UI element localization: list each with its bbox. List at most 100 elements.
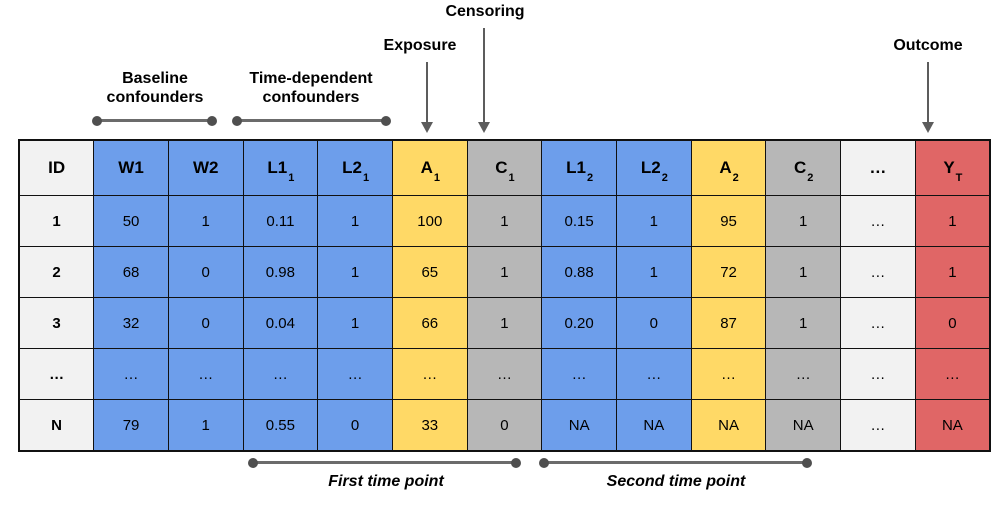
column-header-l1-1: L11 xyxy=(242,139,319,196)
header-row: ID W1 W2 L11 L21 A1 C1 L12 L22 A2 C2… YT xyxy=(18,139,991,196)
column-header-a2: A2 xyxy=(690,139,767,196)
table-row: ………………………………… xyxy=(18,348,991,400)
table-cell: 68 xyxy=(93,246,169,298)
table-cell: 1 xyxy=(765,297,842,349)
table-row: 2 68 0 0.98 1 65 1 0.88 1 72 1… 1 xyxy=(18,246,991,298)
second-time-point-bracket xyxy=(544,461,807,464)
censoring-arrow-icon xyxy=(483,28,485,123)
table-cell: 1 xyxy=(317,195,393,247)
table-cell: 0 xyxy=(167,297,244,349)
table-cell: 0 xyxy=(616,297,692,349)
table-cell: 1 xyxy=(18,195,95,247)
baseline-confounders-label: Baseline confounders xyxy=(106,70,204,106)
table-cell: 0 xyxy=(317,399,393,452)
second-time-point-label: Second time point xyxy=(606,473,746,490)
table-cell: 1 xyxy=(466,195,543,247)
table-cell: … xyxy=(616,348,692,400)
table-cell: … xyxy=(466,348,543,400)
table-cell: 87 xyxy=(690,297,767,349)
table-row: 3 32 0 0.04 1 66 1 0.20 0 87 1… 0 xyxy=(18,297,991,349)
table-cell: 1 xyxy=(765,195,842,247)
table-cell: 79 xyxy=(93,399,169,452)
table-cell: 1 xyxy=(167,195,244,247)
table-cell: 66 xyxy=(391,297,468,349)
outcome-label: Outcome xyxy=(893,37,963,54)
column-header-id: ID xyxy=(18,139,95,196)
table-cell: … xyxy=(840,246,916,298)
table-cell: 3 xyxy=(18,297,95,349)
table-cell: NA xyxy=(616,399,692,452)
table-cell: 0.55 xyxy=(242,399,319,452)
table-row: N 79 1 0.55 0 33 0 NA NA NA NA… NA xyxy=(18,399,991,452)
column-header-a1: A1 xyxy=(391,139,468,196)
table-cell: 0 xyxy=(914,297,991,349)
exposure-arrow-icon xyxy=(426,62,428,123)
first-time-point-bracket xyxy=(253,461,516,464)
table-cell: 0.88 xyxy=(541,246,617,298)
table-cell: … xyxy=(93,348,169,400)
table-cell: 95 xyxy=(690,195,767,247)
time-dependent-confounders-bracket xyxy=(237,119,386,122)
data-table: ID W1 W2 L11 L21 A1 C1 L12 L22 A2 C2… YT 1 50 1 0.11 1 1… xyxy=(18,139,991,452)
table-cell: 1 xyxy=(317,297,393,349)
column-header-c1: C1 xyxy=(466,139,543,196)
table-cell: 100 xyxy=(391,195,468,247)
table-cell: … xyxy=(391,348,468,400)
table-cell: … xyxy=(690,348,767,400)
table-cell: 1 xyxy=(616,195,692,247)
column-header-dots: … xyxy=(840,139,916,196)
exposure-label: Exposure xyxy=(383,37,457,54)
table-cell: N xyxy=(18,399,95,452)
table-row: 1 50 1 0.11 1 100 1 0.15 1 95 1… 1 xyxy=(18,195,991,247)
table-cell: 33 xyxy=(391,399,468,452)
table-cell: … xyxy=(765,348,842,400)
table-cell: 1 xyxy=(466,297,543,349)
column-header-w1: W1 xyxy=(93,139,169,196)
table-cell: 72 xyxy=(690,246,767,298)
censoring-label: Censoring xyxy=(445,3,525,20)
table-cell: NA xyxy=(914,399,991,452)
time-dependent-confounders-label: Time-dependent confounders xyxy=(249,70,373,106)
column-header-w2: W2 xyxy=(167,139,244,196)
table-cell: 1 xyxy=(616,246,692,298)
table-cell: NA xyxy=(541,399,617,452)
table-body: 1 50 1 0.11 1 100 1 0.15 1 95 1… 1 2 68 0 0.98 1 65 1 0.88 1… xyxy=(18,195,991,452)
table-cell: … xyxy=(840,399,916,452)
baseline-confounders-bracket xyxy=(97,119,212,122)
column-header-l2-2: L22 xyxy=(616,139,692,196)
table-cell: 2 xyxy=(18,246,95,298)
table-cell: … xyxy=(18,348,95,400)
table-cell: 1 xyxy=(317,246,393,298)
column-header-c2: C2 xyxy=(765,139,842,196)
table-cell: 1 xyxy=(765,246,842,298)
table-cell: … xyxy=(840,348,916,400)
column-header-l2-1: L21 xyxy=(317,139,393,196)
table-cell: 1 xyxy=(914,195,991,247)
table-cell: NA xyxy=(765,399,842,452)
table-cell: 1 xyxy=(167,399,244,452)
column-header-l1-2: L12 xyxy=(541,139,617,196)
table-cell: … xyxy=(914,348,991,400)
table-cell: 1 xyxy=(914,246,991,298)
outcome-arrow-icon xyxy=(927,62,929,123)
table-cell: NA xyxy=(690,399,767,452)
table-cell: 0.15 xyxy=(541,195,617,247)
table-cell: … xyxy=(541,348,617,400)
table-cell: 0 xyxy=(167,246,244,298)
table-cell: 0.20 xyxy=(541,297,617,349)
table-cell: … xyxy=(242,348,319,400)
table-cell: 65 xyxy=(391,246,468,298)
table-cell: … xyxy=(317,348,393,400)
table-cell: 50 xyxy=(93,195,169,247)
table-cell: 0 xyxy=(466,399,543,452)
column-header-yt: YT xyxy=(914,139,991,196)
table-cell: 1 xyxy=(466,246,543,298)
table-cell: 32 xyxy=(93,297,169,349)
table-cell: 0.11 xyxy=(242,195,319,247)
table-cell: 0.98 xyxy=(242,246,319,298)
table-cell: 0.04 xyxy=(242,297,319,349)
table-cell: … xyxy=(840,195,916,247)
table-cell: … xyxy=(840,297,916,349)
first-time-point-label: First time point xyxy=(328,473,444,490)
